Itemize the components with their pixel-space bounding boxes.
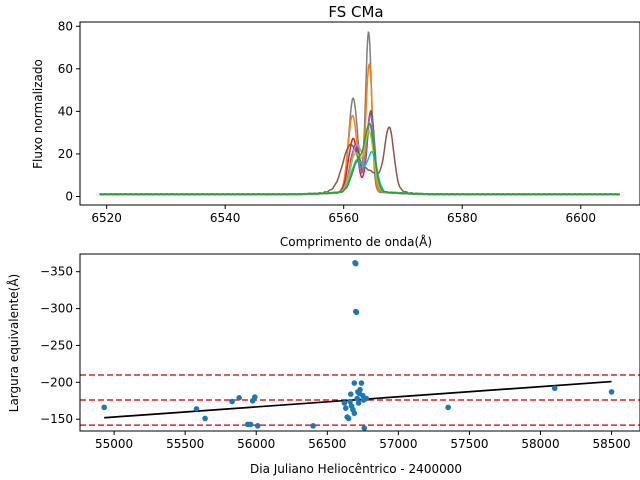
data-point [351,380,358,386]
y-tick-label: −200 [40,375,73,389]
x-tick-label: 6540 [210,211,241,225]
ew-axes-frame [79,253,640,432]
data-point [445,404,451,411]
data-point [101,404,107,411]
data-point [254,423,261,429]
x-tick-label: 57000 [379,437,417,451]
data-point [353,309,360,316]
data-point [357,386,363,393]
data-point [551,385,558,392]
y-tick-label: −250 [40,338,73,352]
x-tick-label: 55000 [95,437,133,451]
data-point [193,406,200,412]
data-point [247,421,254,428]
y-tick-label: 80 [58,19,73,33]
y-tick-label: 0 [65,189,73,203]
y-axis-label: Fluxo normalizado [31,59,45,169]
data-point [355,400,362,406]
x-axis-label: Comprimento de onda(Å) [280,234,432,249]
data-point [354,395,360,402]
x-tick-label: 55500 [166,437,204,451]
data-point [358,380,365,386]
equivalent-width-panel: 55000 55500 56000 56500 57000 57500 58000 58500… [6,253,640,476]
y-tick-label: −350 [40,265,73,279]
x-tick-label: 57500 [450,437,488,451]
data-point [252,394,258,400]
x-axis-label: Dia Juliano Heliocêntrico - 2400000 [250,462,462,476]
y-tick-label: −300 [40,302,73,316]
y-tick-label: −150 [40,412,73,426]
x-tick-label: 56000 [237,437,275,451]
spectrum-line [99,62,620,196]
data-point [310,423,316,429]
x-tick-label: 6560 [328,211,359,225]
chart-title: FS CMa [328,3,383,21]
data-point [345,415,352,422]
y-axis-label: Largura equivalente(Å) [6,274,21,412]
y-tick-label: 20 [58,147,73,161]
y-tick-label: 40 [58,104,73,118]
spectrum-line [99,122,620,196]
y-tick-label: 60 [58,62,73,76]
data-point [236,395,242,401]
x-tick-label: 6600 [565,211,596,225]
data-point [347,391,354,397]
x-tick-label: 56500 [308,437,346,451]
spectrum-axes-frame [79,21,640,206]
x-tick-label: 58500 [592,437,630,451]
data-point [202,415,208,422]
x-tick-label: 6580 [447,211,478,225]
x-tick-label: 6520 [91,211,122,225]
data-point [342,405,349,411]
data-point [608,389,615,395]
data-point [363,395,370,402]
data-point [347,398,353,405]
data-point [229,398,235,405]
x-tick-label: 58000 [521,437,559,451]
spectrum-panel: FS CMa 6520 6540 6560 6580 6600 0 20 40 60 80 Co… [31,3,640,249]
data-point [351,410,358,417]
data-point [341,400,348,406]
data-point [361,425,368,431]
data-point [352,260,359,267]
